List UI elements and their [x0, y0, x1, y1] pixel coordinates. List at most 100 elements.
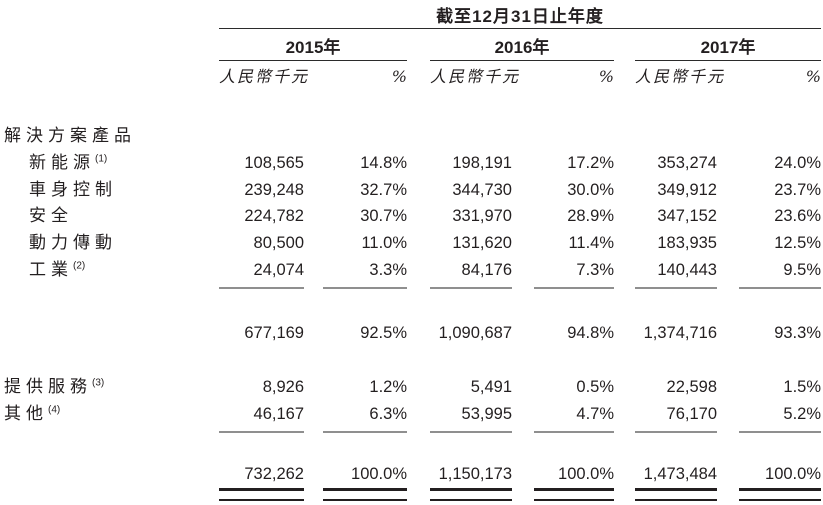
section-label: 解決方案產品 — [4, 126, 136, 146]
cell-2017-pct: 1.5% — [783, 378, 821, 396]
cell-2016-pct: 94.8% — [567, 324, 614, 342]
subtotal-rule-seg — [323, 287, 407, 289]
total-row: 732,262 100.0% 1,150,173 100.0% 1,473,48… — [0, 462, 821, 486]
row-label: 其他 — [4, 404, 48, 424]
cell-2015-pct: 92.5% — [360, 324, 407, 342]
table-row-powertrain: 動力傳動 80,500 11.0% 131,620 11.4% 183,935 … — [0, 231, 821, 255]
header-rule-full — [219, 28, 821, 29]
total-rule-seg — [219, 431, 304, 433]
cell-2017-amount: 22,598 — [666, 378, 717, 396]
subtotal-rule-seg — [739, 287, 821, 289]
subtotal-row: 677,169 92.5% 1,090,687 94.8% 1,374,716 … — [0, 321, 821, 345]
cell-2017-pct: 93.3% — [774, 324, 821, 342]
cell-2017-amount: 183,935 — [657, 234, 717, 252]
cell-2017-pct: 24.0% — [774, 154, 821, 172]
pct-header-2016: % — [598, 67, 614, 86]
total-rule-seg — [534, 431, 614, 433]
year-header-2016: 2016年 — [494, 38, 550, 57]
row-label: 車身控制 — [29, 180, 117, 200]
row-label: 提供服務 — [4, 377, 92, 397]
table-row-industrial: 工業(2) 24,074 3.3% 84,176 7.3% 140,443 9.… — [0, 258, 821, 282]
table-row-body-control: 車身控制 239,248 32.7% 344,730 30.0% 349,912… — [0, 178, 821, 202]
cell-2015-amount: 46,167 — [253, 405, 304, 423]
cell-2015-amount: 732,262 — [244, 465, 304, 483]
cell-2015-amount: 677,169 — [244, 324, 304, 342]
cell-2015-amount: 108,565 — [244, 154, 304, 172]
cell-2015-pct: 32.7% — [360, 181, 407, 199]
year-header-row: 2015年 2016年 2017年 — [0, 36, 821, 60]
year-header-2015: 2015年 — [285, 38, 341, 57]
unit-header-2017: 人民幣千元 — [635, 67, 726, 86]
cell-2016-amount: 84,176 — [461, 261, 512, 279]
cell-2016-pct: 17.2% — [567, 154, 614, 172]
cell-2015-pct: 3.3% — [369, 261, 407, 279]
cell-2015-amount: 24,074 — [253, 261, 304, 279]
cell-2017-amount: 76,170 — [666, 405, 717, 423]
cell-2016-amount: 331,970 — [452, 207, 512, 225]
table-row-others: 其他(4) 46,167 6.3% 53,995 4.7% 76,170 5.2… — [0, 402, 821, 426]
subtotal-rule-seg — [534, 287, 614, 289]
cell-2017-pct: 23.7% — [774, 181, 821, 199]
total-rule-seg — [323, 431, 407, 433]
unit-header-2016: 人民幣千元 — [430, 67, 521, 86]
footnote-sup: (4) — [48, 404, 61, 416]
cell-2016-amount: 344,730 — [452, 181, 512, 199]
cell-2017-amount: 1,374,716 — [643, 324, 717, 342]
grand-total-double-rule-seg — [323, 488, 407, 501]
total-rule-seg — [635, 431, 717, 433]
total-rule-seg — [430, 431, 512, 433]
cell-2015-pct: 30.7% — [360, 207, 407, 225]
cell-2015-pct: 6.3% — [369, 405, 407, 423]
grand-total-double-rule-seg — [430, 488, 512, 501]
cell-2015-amount: 224,782 — [244, 207, 304, 225]
table-row-services: 提供服務(3) 8,926 1.2% 5,491 0.5% 22,598 1.5… — [0, 375, 821, 399]
year-rule-2015 — [219, 60, 407, 61]
row-label: 工業 — [29, 260, 73, 280]
year-rule-2017 — [635, 60, 821, 61]
grand-total-double-rule-seg — [635, 488, 717, 501]
grand-total-double-rule-seg — [219, 488, 304, 501]
cell-2016-amount: 131,620 — [452, 234, 512, 252]
cell-2016-amount: 1,090,687 — [438, 324, 512, 342]
cell-2017-pct: 100.0% — [765, 465, 821, 483]
period-header: 截至12月31日止年度 — [436, 7, 604, 26]
year-rule-2016 — [430, 60, 614, 61]
cell-2016-pct: 7.3% — [576, 261, 614, 279]
unit-header-2015: 人民幣千元 — [219, 67, 310, 86]
cell-2016-pct: 30.0% — [567, 181, 614, 199]
cell-2015-amount: 239,248 — [244, 181, 304, 199]
year-header-2017: 2017年 — [700, 38, 756, 57]
pct-header-2015: % — [391, 67, 407, 86]
cell-2015-amount: 80,500 — [253, 234, 304, 252]
cell-2017-amount: 347,152 — [657, 207, 717, 225]
subtotal-rule-seg — [219, 287, 304, 289]
cell-2015-pct: 100.0% — [351, 465, 407, 483]
subtotal-rule-seg — [635, 287, 717, 289]
cell-2016-pct: 4.7% — [576, 405, 614, 423]
footnote-sup: (1) — [95, 153, 108, 165]
table-row-new-energy: 新能源(1) 108,565 14.8% 198,191 17.2% 353,2… — [0, 151, 821, 175]
cell-2016-amount: 1,150,173 — [438, 465, 512, 483]
cell-2017-amount: 349,912 — [657, 181, 717, 199]
cell-2016-pct: 0.5% — [576, 378, 614, 396]
cell-2016-pct: 100.0% — [558, 465, 614, 483]
row-label: 新能源 — [29, 153, 95, 173]
grand-total-double-rule-seg — [739, 488, 821, 501]
row-label: 安全 — [29, 206, 73, 226]
cell-2017-pct: 12.5% — [774, 234, 821, 252]
cell-2017-amount: 353,274 — [657, 154, 717, 172]
cell-2016-amount: 53,995 — [461, 405, 512, 423]
row-label: 動力傳動 — [29, 233, 117, 253]
cell-2017-amount: 140,443 — [657, 261, 717, 279]
cell-2015-amount: 8,926 — [262, 378, 304, 396]
table-row-safety: 安全 224,782 30.7% 331,970 28.9% 347,152 2… — [0, 204, 821, 228]
cell-2015-pct: 14.8% — [360, 154, 407, 172]
column-header-row: 人民幣千元 % 人民幣千元 % 人民幣千元 % — [0, 66, 821, 88]
cell-2016-pct: 28.9% — [567, 207, 614, 225]
cell-2017-pct: 23.6% — [774, 207, 821, 225]
pct-header-2017: % — [805, 67, 821, 86]
section-header-row: 解決方案產品 — [0, 124, 821, 148]
cell-2016-amount: 5,491 — [470, 378, 512, 396]
cell-2017-pct: 9.5% — [783, 261, 821, 279]
cell-2017-amount: 1,473,484 — [643, 465, 717, 483]
